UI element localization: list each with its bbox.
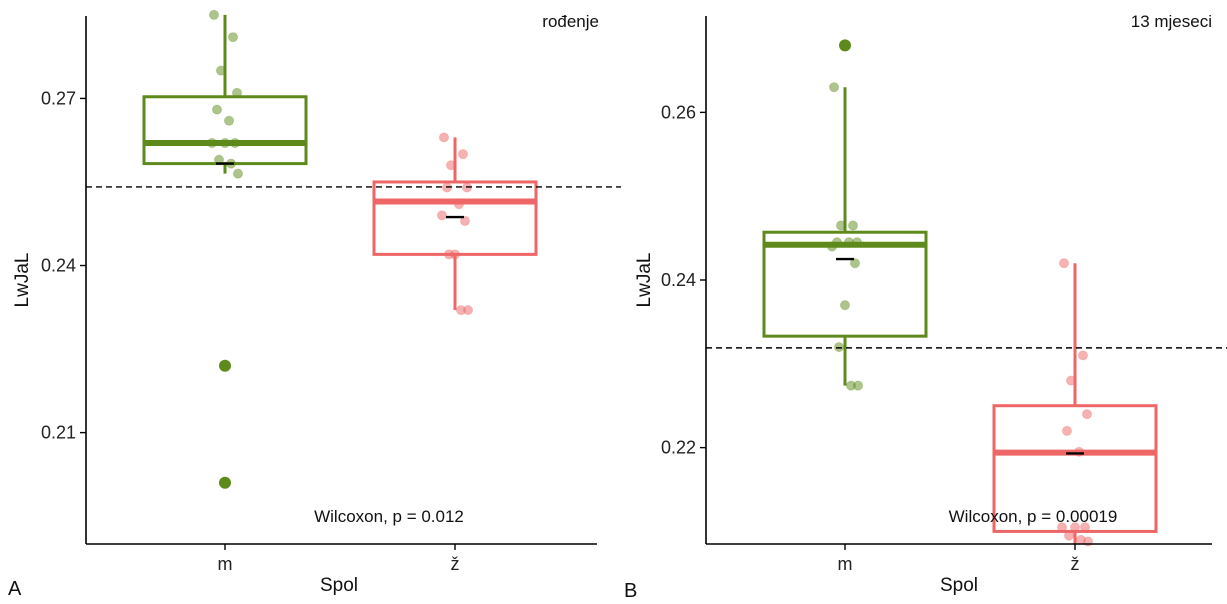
panel-a-facet-label: rođenje [542, 12, 599, 31]
panel-a-data-point [223, 115, 235, 126]
panel-a-y-axis-title: LwJaL [12, 253, 33, 308]
panel-b-data-point [839, 300, 851, 311]
panel-b-data-point [1079, 522, 1091, 533]
panel-a-data-point [231, 87, 243, 98]
panel-a-letter: A [8, 578, 22, 600]
panel-b-data-point [1065, 375, 1077, 386]
panel-a-data-point [459, 215, 471, 227]
panel-b-data-point [852, 380, 864, 391]
panel-b-data-point [835, 220, 847, 231]
panel-a-y-tick-label: 0.27 [41, 88, 76, 108]
panel-b-data-point [1081, 408, 1093, 420]
panel-b-wilcoxon-annotation: Wilcoxon, p = 0.00019 [949, 507, 1118, 526]
panel-a-data-point [457, 149, 469, 160]
panel-b-data-point [847, 220, 859, 231]
panel-b-data-point [1063, 530, 1075, 541]
panel-b-data-point [828, 82, 840, 93]
panel-b-data-point [849, 258, 861, 269]
panel-b-y-tick-label: 0.24 [661, 270, 696, 290]
panel-a-data-point [436, 210, 448, 221]
panel-b-outlier-point [839, 39, 851, 52]
panel-b-data-point [1058, 258, 1070, 269]
panel-b-data-point [1069, 522, 1081, 533]
panel-b-data-point [1061, 425, 1073, 436]
panel-a-data-point [219, 137, 231, 149]
panel-a-data-point [208, 9, 220, 20]
panel-b-y-axis-title: LwJaL [634, 253, 655, 308]
panel-a-data-point [227, 32, 239, 43]
panel-a-data-point [453, 199, 465, 210]
panel-b-y-tick-label: 0.22 [661, 438, 696, 458]
panel-b-y-tick-label: 0.26 [661, 102, 696, 122]
panel-a-x-tick-label: m [218, 554, 233, 574]
panel-a-data-point [462, 304, 474, 316]
panel-a-wilcoxon-annotation: Wilcoxon, p = 0.012 [314, 507, 464, 526]
panel-b-data-point [843, 237, 855, 248]
panel-b-data-point [833, 341, 845, 353]
panel-a-data-point [206, 137, 218, 149]
panel-a-data-point [229, 137, 241, 149]
panel-a-x-tick-label: ž [451, 554, 460, 574]
panel-b-x-tick-label: m [838, 554, 853, 574]
panel-a-data-point [443, 249, 455, 260]
panel-a-data-point [232, 168, 244, 179]
panel-a-y-tick-label: 0.21 [41, 423, 76, 443]
panel-a-outlier-point [219, 359, 231, 372]
panel-b-letter: B [624, 580, 637, 602]
panel-b: 13 mjeseci Wilcoxon, p = 0.00019 Spol Lw… [624, 12, 1227, 602]
panel-b-x-axis-title: Spol [940, 575, 978, 596]
panel-a-box-m [142, 95, 308, 166]
panel-a: rođenje Wilcoxon, p = 0.012 Spol LwJaL A… [8, 9, 621, 600]
panel-b-box-m [762, 230, 928, 338]
panel-a-outlier-point [219, 476, 231, 489]
panel-b-data-point [1056, 522, 1068, 533]
panel-a-x-axis-title: Spol [320, 575, 358, 596]
panel-b-facet-label: 13 mjeseci [1131, 12, 1212, 31]
panel-b-data-point [1077, 350, 1089, 361]
panel-a-data-point [215, 65, 227, 76]
panel-b-data-point [826, 241, 838, 252]
panel-a-data-point [438, 132, 450, 143]
panel-a-data-point [445, 160, 457, 171]
panel-b-data-point [1073, 446, 1085, 457]
panel-a-y-tick-label: 0.24 [41, 256, 76, 276]
panel-a-data-point [211, 104, 223, 115]
panel-b-x-tick-label: ž [1071, 554, 1080, 574]
